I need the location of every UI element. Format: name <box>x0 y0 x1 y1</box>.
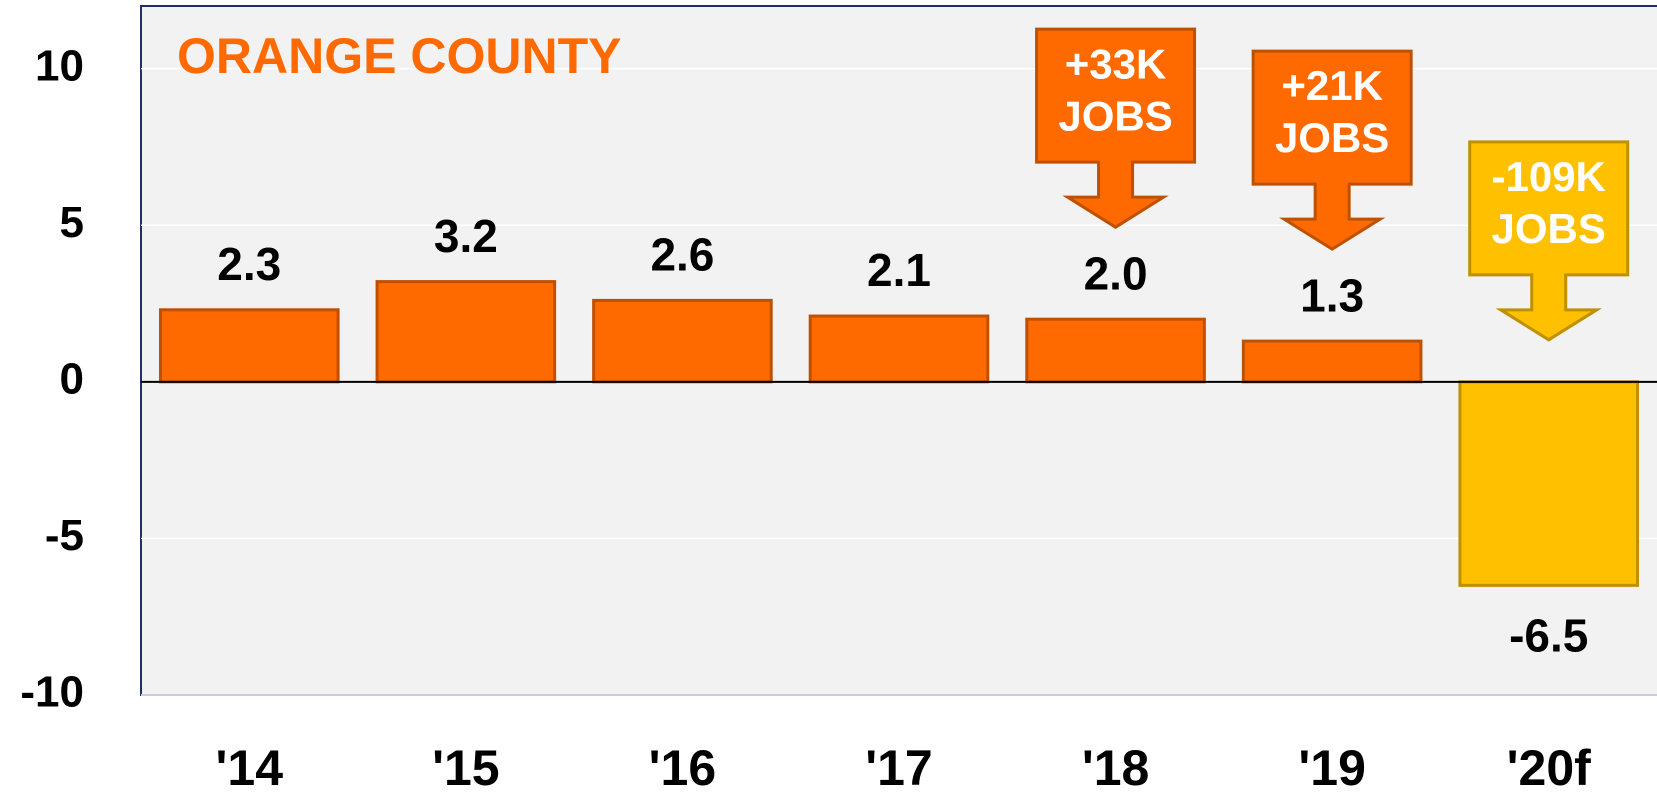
callout-arrow <box>1035 27 1197 229</box>
bar <box>158 308 340 384</box>
bar <box>375 280 557 384</box>
callout-text: JOBS <box>1058 92 1172 139</box>
y-tick-label: -10 <box>20 668 84 717</box>
value-label: 3.2 <box>434 210 498 262</box>
callout-text: +21K <box>1281 62 1383 109</box>
bar <box>1241 339 1423 384</box>
x-tick-label: '16 <box>649 740 717 796</box>
bar <box>592 298 773 384</box>
value-label: 2.1 <box>867 244 931 296</box>
chart-title: ORANGE COUNTY <box>177 28 621 84</box>
callout-text: -109K <box>1492 153 1606 200</box>
value-label: -6.5 <box>1509 610 1588 662</box>
value-label: 2.3 <box>217 238 281 290</box>
callout-text: +33K <box>1065 40 1167 87</box>
bar <box>808 314 990 384</box>
callout-arrow <box>1468 140 1630 342</box>
x-tick-label: '20f <box>1507 740 1592 796</box>
bar <box>1458 380 1640 587</box>
bar <box>1025 317 1206 384</box>
y-tick-label: -5 <box>45 511 84 560</box>
x-tick-label: '14 <box>216 740 284 796</box>
callout-arrow <box>1251 49 1413 251</box>
callout-text: JOBS <box>1492 205 1606 252</box>
value-label: 2.0 <box>1084 247 1148 299</box>
x-tick-label: '19 <box>1298 740 1366 796</box>
x-tick-label: '15 <box>432 740 500 796</box>
y-tick-label: 10 <box>35 41 84 90</box>
value-label: 1.3 <box>1300 269 1364 321</box>
y-tick-label: 5 <box>60 198 84 247</box>
value-label: 2.6 <box>650 229 714 281</box>
y-tick-label: 0 <box>60 354 84 403</box>
x-tick-label: '18 <box>1082 740 1150 796</box>
x-tick-label: '17 <box>865 740 933 796</box>
callout-text: JOBS <box>1275 114 1389 161</box>
